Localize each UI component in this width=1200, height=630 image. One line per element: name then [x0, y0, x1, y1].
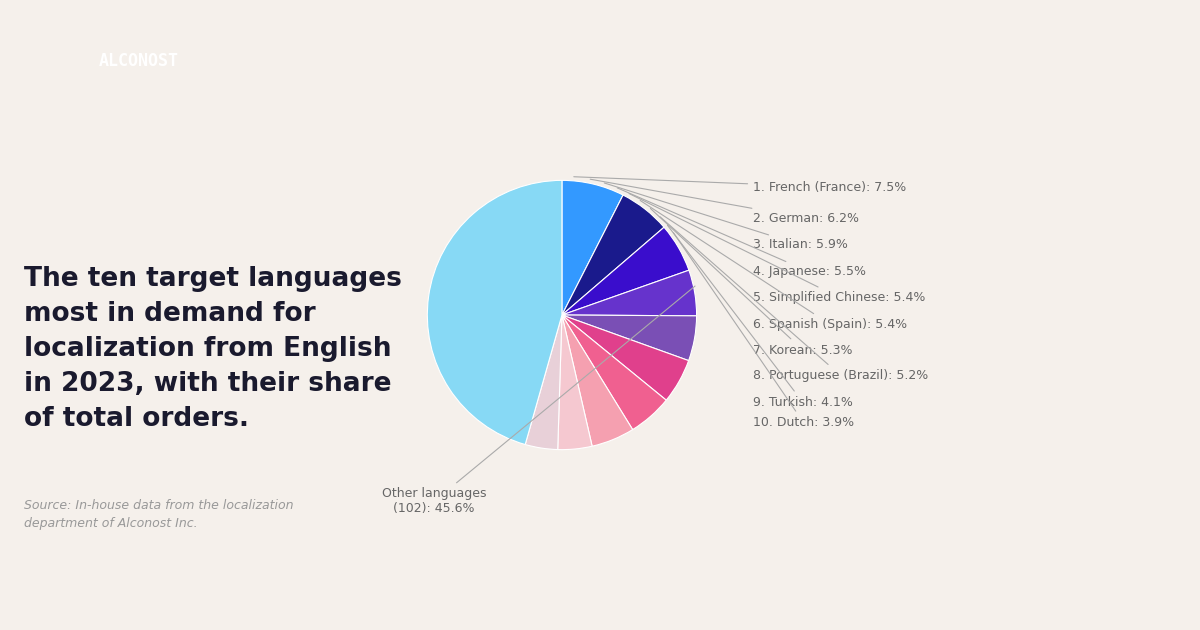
Wedge shape	[562, 195, 664, 315]
Text: 7. Korean: 5.3%: 7. Korean: 5.3%	[650, 209, 853, 357]
Wedge shape	[562, 227, 689, 315]
Wedge shape	[562, 180, 623, 315]
Wedge shape	[562, 315, 632, 446]
Wedge shape	[562, 315, 689, 400]
Wedge shape	[562, 315, 666, 430]
Text: The ten target languages
most in demand for
localization from English
in 2023, w: The ten target languages most in demand …	[24, 266, 402, 432]
Text: 10. Dutch: 3.9%: 10. Dutch: 3.9%	[673, 232, 854, 429]
Wedge shape	[526, 315, 562, 450]
Text: ALCONOST: ALCONOST	[98, 52, 179, 71]
Text: 2. German: 6.2%: 2. German: 6.2%	[590, 179, 859, 224]
Text: 9. Turkish: 4.1%: 9. Turkish: 4.1%	[667, 226, 853, 409]
Wedge shape	[427, 180, 562, 445]
Text: 6. Spanish (Spain): 5.4%: 6. Spanish (Spain): 5.4%	[641, 200, 907, 331]
Text: Other languages
(102): 45.6%: Other languages (102): 45.6%	[382, 286, 695, 515]
Text: 8. Portuguese (Brazil): 5.2%: 8. Portuguese (Brazil): 5.2%	[660, 217, 929, 382]
Text: 4. Japanese: 5.5%: 4. Japanese: 5.5%	[617, 188, 866, 278]
Text: 3. Italian: 5.9%: 3. Italian: 5.9%	[605, 183, 848, 251]
Text: 5. Simplified Chinese: 5.4%: 5. Simplified Chinese: 5.4%	[629, 193, 925, 304]
Wedge shape	[558, 315, 592, 450]
Text: Source: In-house data from the localization
department of Alconost Inc.: Source: In-house data from the localizat…	[24, 499, 294, 530]
Text: 1. French (France): 7.5%: 1. French (France): 7.5%	[574, 177, 906, 193]
Wedge shape	[562, 315, 696, 360]
Wedge shape	[562, 270, 696, 316]
